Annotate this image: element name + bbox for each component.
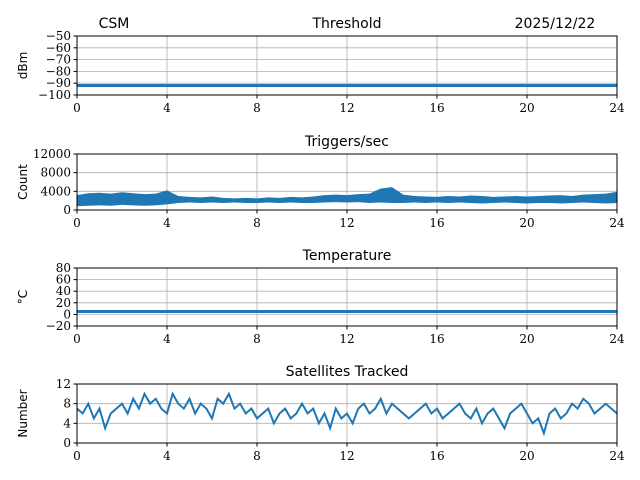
x-tick-label: 0	[73, 332, 81, 346]
axes-frame	[76, 267, 618, 327]
x-tick-label: 8	[253, 332, 261, 346]
x-tick-label: 16	[429, 332, 444, 346]
y-tick-label: 12	[56, 377, 71, 391]
x-tick-label: 24	[609, 449, 625, 463]
axes-frame	[76, 383, 618, 444]
y-tick-label: −20	[46, 319, 71, 333]
x-tick-label: 16	[429, 101, 444, 115]
axes-frame	[76, 153, 618, 211]
x-tick-label: 4	[163, 101, 171, 115]
panel-title: Threshold	[312, 16, 382, 32]
panel-1: Triggers/sec Count 0 4 8 12 16 20 24 12000 8000 400…	[16, 134, 625, 230]
x-tick-label: 4	[163, 449, 171, 463]
x-tick-label: 8	[253, 216, 261, 230]
x-tick-label: 0	[73, 101, 81, 115]
x-tick-label: 24	[609, 216, 625, 230]
y-tick-label: 8	[63, 397, 71, 411]
x-tick-label: 16	[429, 449, 444, 463]
y-tick-label: 20	[56, 296, 71, 310]
y-tick-label: 8000	[40, 166, 71, 180]
x-tick-label: 8	[253, 101, 261, 115]
y-tick-label: −60	[46, 41, 71, 55]
axes-frame	[76, 35, 618, 96]
y-axis-label: Count	[16, 164, 30, 200]
header-left: CSM	[99, 16, 130, 32]
y-tick-label: −70	[46, 53, 71, 67]
x-tick-label: 4	[163, 216, 171, 230]
x-tick-label: 12	[339, 101, 354, 115]
header-date: 2025/12/22	[515, 16, 596, 32]
y-tick-label: 80	[56, 261, 71, 275]
y-tick-label: −50	[46, 29, 71, 43]
panel-title: Temperature	[302, 248, 392, 264]
y-axis-label: Number	[16, 389, 30, 437]
y-tick-label: 0	[63, 203, 71, 217]
x-tick-label: 0	[73, 216, 81, 230]
x-tick-label: 24	[609, 101, 625, 115]
x-tick-label: 20	[519, 449, 534, 463]
y-tick-label: 4	[63, 416, 71, 430]
panel-title: Triggers/sec	[304, 134, 389, 150]
x-tick-label: 20	[519, 332, 534, 346]
y-tick-label: −100	[38, 88, 71, 102]
panel-3: Satellites Tracked Number 0 4 8 12 16 20 24 12 8 4 0	[16, 364, 625, 463]
x-tick-label: 12	[339, 216, 354, 230]
panel-0: Threshold dBm 0 4 8 12 16 20 24 −50−60−70−80−90−1…	[16, 16, 625, 115]
series-band	[77, 187, 617, 207]
x-tick-label: 0	[73, 449, 81, 463]
panel-title: Satellites Tracked	[286, 364, 409, 380]
y-tick-label: 12000	[33, 147, 71, 161]
y-tick-label: −90	[46, 76, 71, 90]
series-line	[76, 391, 618, 437]
y-tick-label: 60	[56, 273, 71, 287]
x-tick-label: 8	[253, 449, 261, 463]
y-tick-label: −80	[46, 64, 71, 78]
x-tick-label: 12	[339, 449, 354, 463]
x-tick-label: 20	[519, 216, 534, 230]
y-axis-label: °C	[16, 290, 30, 304]
y-tick-label: 40	[56, 284, 71, 298]
x-tick-label: 24	[609, 332, 625, 346]
x-tick-label: 16	[429, 216, 444, 230]
x-tick-label: 4	[163, 332, 171, 346]
y-tick-label: 0	[63, 307, 71, 321]
y-tick-label: 4000	[40, 184, 71, 198]
y-axis-label: dBm	[16, 52, 30, 80]
y-tick-label: 0	[63, 436, 71, 450]
x-tick-label: 12	[339, 332, 354, 346]
x-tick-label: 20	[519, 101, 534, 115]
